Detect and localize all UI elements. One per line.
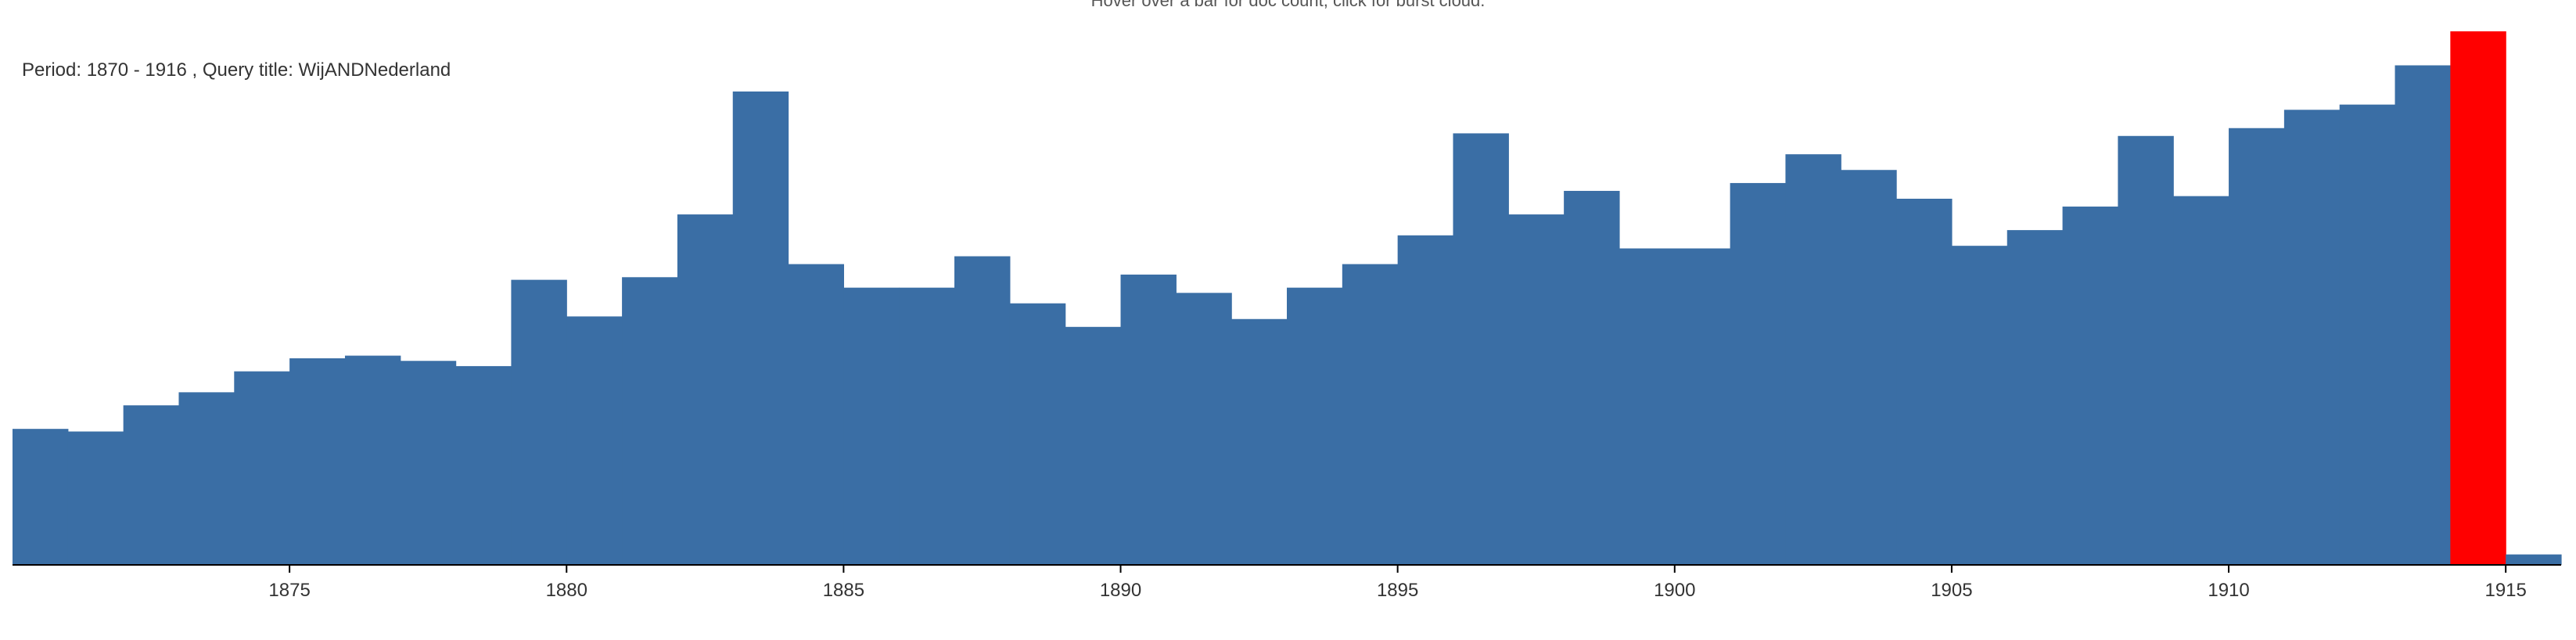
bar-1883[interactable]	[732, 91, 789, 565]
bar-1897[interactable]	[1508, 214, 1565, 565]
bar-1903[interactable]	[1841, 170, 1897, 566]
bar-1886[interactable]	[899, 287, 955, 565]
period-query-label: Period: 1870 - 1916 , Query title: WijAN…	[22, 59, 451, 81]
x-tick-label-1895: 1895	[1377, 580, 1418, 601]
bar-1873[interactable]	[178, 392, 235, 565]
x-tick-label-1890: 1890	[1100, 580, 1141, 601]
bar-1875[interactable]	[289, 358, 346, 565]
bar-1878[interactable]	[455, 365, 512, 565]
bar-1907[interactable]	[2062, 207, 2118, 565]
bar-1898[interactable]	[1564, 190, 1620, 565]
bar-1909[interactable]	[2173, 196, 2229, 565]
bar-1893[interactable]	[1287, 287, 1343, 565]
bar-1894[interactable]	[1342, 264, 1399, 565]
bar-1871[interactable]	[67, 431, 124, 565]
bar-1905[interactable]	[1951, 246, 2008, 565]
bar-1891[interactable]	[1176, 293, 1232, 565]
bar-1887[interactable]	[954, 256, 1011, 565]
bar-1882[interactable]	[677, 214, 734, 565]
bar-1874[interactable]	[234, 371, 290, 565]
bar-1879[interactable]	[511, 279, 567, 565]
x-tick-label-1885: 1885	[823, 580, 864, 601]
bar-1870[interactable]	[13, 429, 69, 565]
hover-hint-text: Hover over a bar for doc count, click fo…	[1090, 0, 1486, 10]
bar-1910[interactable]	[2229, 128, 2285, 566]
x-tick-label-1915: 1915	[2484, 580, 2526, 601]
bar-1895[interactable]	[1397, 235, 1454, 565]
bar-1884[interactable]	[788, 264, 844, 565]
x-tick-label-1875: 1875	[268, 580, 310, 601]
x-tick-label-1905: 1905	[1931, 580, 1972, 601]
bar-1911[interactable]	[2283, 110, 2341, 566]
x-tick-label-1880: 1880	[546, 580, 587, 601]
bar-1896[interactable]	[1453, 133, 1509, 565]
bar-1892[interactable]	[1231, 318, 1288, 565]
bar-1872[interactable]	[123, 405, 180, 565]
bar-1889[interactable]	[1065, 326, 1122, 565]
bar-1904[interactable]	[1896, 199, 1953, 565]
x-tick-label-1900: 1900	[1654, 580, 1695, 601]
bar-1900[interactable]	[1674, 248, 1731, 565]
bar-1899[interactable]	[1619, 248, 1676, 565]
bar-1876[interactable]	[344, 355, 401, 565]
bar-1914[interactable]	[2450, 31, 2506, 566]
bar-1902[interactable]	[1785, 154, 1841, 566]
bar-1888[interactable]	[1009, 303, 1066, 565]
bar-1877[interactable]	[400, 361, 457, 565]
bar-1912[interactable]	[2339, 104, 2396, 565]
bar-1906[interactable]	[2007, 230, 2064, 565]
bar-1901[interactable]	[1730, 182, 1787, 565]
bar-1913[interactable]	[2395, 65, 2451, 565]
bar-1885[interactable]	[843, 287, 900, 565]
bar-1908[interactable]	[2118, 135, 2174, 565]
bar-1915[interactable]	[2506, 554, 2562, 565]
bar-1881[interactable]	[622, 277, 678, 565]
bar-1880[interactable]	[566, 316, 623, 565]
x-tick-label-1910: 1910	[2208, 580, 2249, 601]
bar-1890[interactable]	[1120, 274, 1177, 565]
